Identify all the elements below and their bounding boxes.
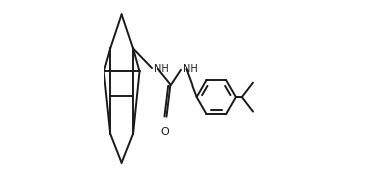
- Text: O: O: [160, 127, 169, 137]
- Text: NH: NH: [183, 64, 198, 74]
- Text: NH: NH: [154, 64, 169, 74]
